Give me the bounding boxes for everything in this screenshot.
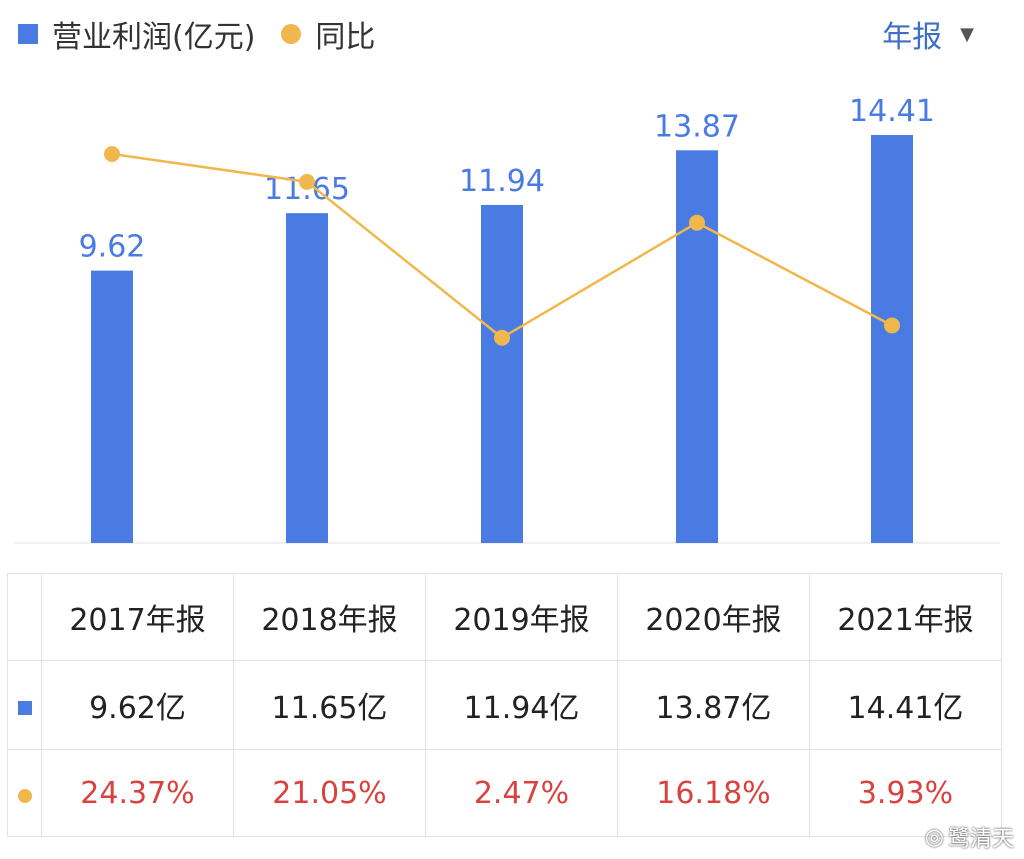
table-value-cell: 13.87亿	[617, 660, 810, 750]
weibo-icon: ◎	[924, 824, 944, 850]
table-yoy-cell: 24.37%	[41, 749, 234, 837]
bar-value-label: 13.87	[654, 109, 740, 144]
bar-value-label: 9.62	[79, 230, 146, 265]
line-series-marker	[17, 788, 32, 803]
yoy-point	[104, 146, 120, 163]
row-marker-cell	[7, 660, 42, 750]
table-yoy-cell: 2.47%	[425, 749, 618, 837]
table-header-cell: 2017年报	[41, 573, 234, 661]
table-yoy-cell: 3.93%	[809, 749, 1002, 837]
table-row-yoy: 24.37% 21.05% 2.47% 16.18% 3.93%	[7, 749, 1002, 837]
watermark-text: 鹭清天	[947, 827, 1014, 852]
yoy-point	[689, 214, 705, 231]
table-yoy-cell: 16.18%	[617, 749, 810, 837]
row-marker-cell	[7, 749, 42, 837]
table-header-cell: 2019年报	[425, 573, 618, 661]
table-header-cell: 2020年报	[617, 573, 810, 661]
table-header-cell: 2018年报	[233, 573, 426, 661]
bar	[481, 204, 523, 544]
bar	[91, 270, 133, 543]
data-table: 2017年报 2018年报 2019年报 2020年报 2021年报 9.62亿…	[7, 573, 1002, 837]
period-selector[interactable]: 年报 ▼	[882, 12, 974, 56]
caret-down-icon: ▼	[960, 23, 974, 45]
bar-value-label: 14.41	[849, 94, 935, 129]
bar	[676, 150, 718, 544]
table-value-cell: 11.94亿	[425, 660, 618, 750]
table-corner-cell	[7, 573, 42, 661]
table-yoy-cell: 21.05%	[233, 749, 426, 837]
table-value-cell: 14.41亿	[809, 660, 1002, 750]
legend-series2-label: 同比	[315, 20, 376, 55]
table-value-cell: 9.62亿	[41, 660, 234, 750]
legend-series1-label: 营业利润(亿元)	[52, 20, 256, 55]
table-header-row: 2017年报 2018年报 2019年报 2020年报 2021年报	[7, 573, 1002, 661]
legend-bar-marker	[18, 24, 38, 44]
table-row-profit: 9.62亿 11.65亿 11.94亿 13.87亿 14.41亿	[7, 660, 1002, 750]
period-selector-label: 年报	[882, 20, 943, 55]
bar	[286, 213, 328, 544]
bar-value-label: 11.94	[459, 164, 545, 199]
yoy-point	[884, 317, 900, 334]
yoy-point	[299, 173, 315, 190]
bar-series-marker	[17, 700, 32, 715]
bar	[871, 135, 913, 543]
yoy-point	[494, 329, 510, 346]
table-value-cell: 11.65亿	[233, 660, 426, 750]
chart-legend: 营业利润(亿元) 同比	[18, 12, 375, 56]
watermark: ◎ 鹭清天	[925, 821, 1014, 853]
legend-line-marker	[281, 24, 302, 44]
table-header-cell: 2021年报	[809, 573, 1002, 661]
